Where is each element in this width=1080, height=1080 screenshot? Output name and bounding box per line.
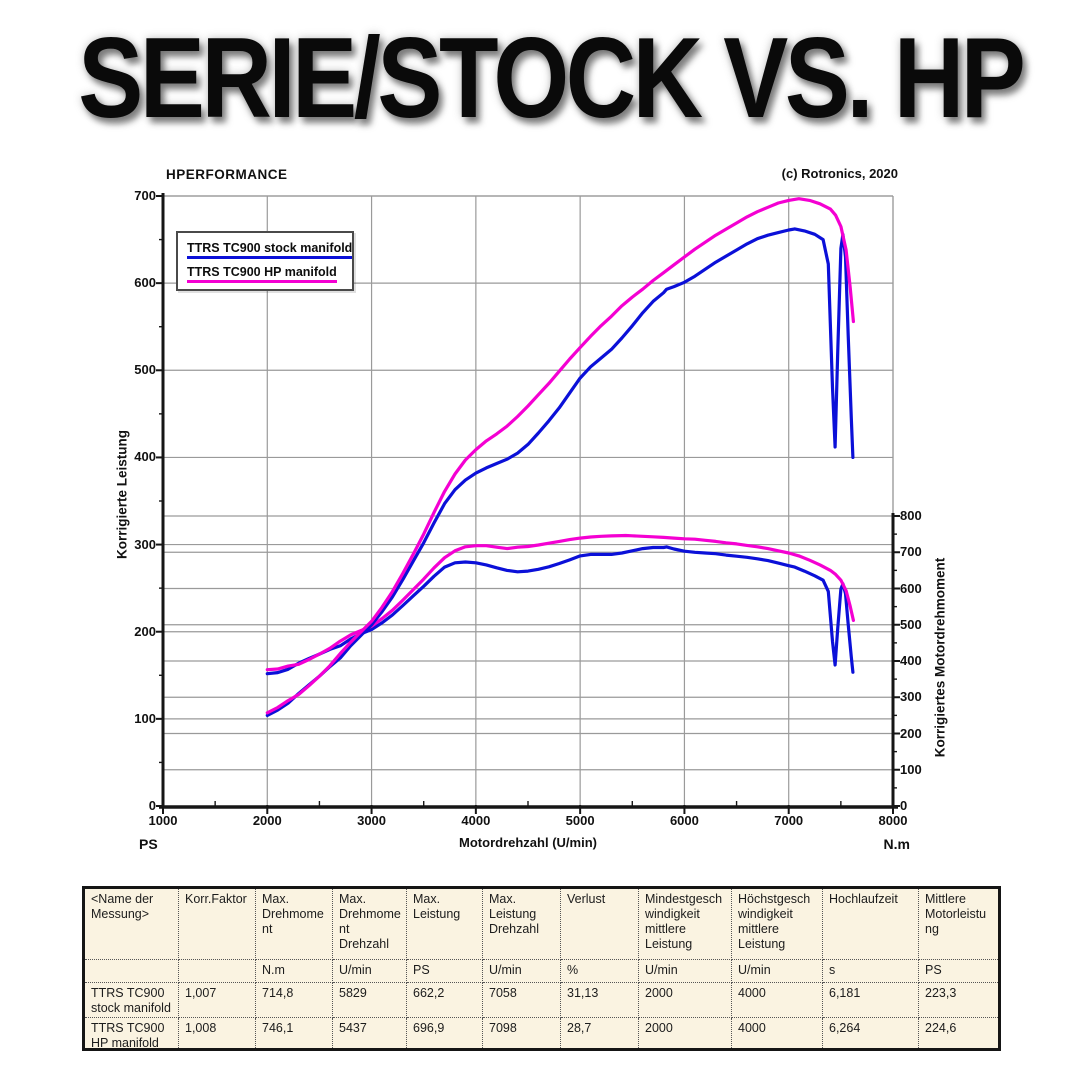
table-unit-cell: U/min [332, 959, 407, 983]
curve-torque-stock [265, 545, 855, 676]
curve-power-stock [265, 227, 855, 718]
table-header-row: <Name der Messung> Korr.Faktor Max. Drehmo… [83, 887, 1000, 960]
table-value-cell: 5437 [332, 1017, 407, 1050]
curve-torque-hp [265, 533, 856, 672]
y-left-tick-label: 200 [134, 623, 156, 639]
x-tick-label: 6000 [669, 813, 699, 828]
y-left-tick-label: 0 [148, 798, 156, 813]
y-right-tick-label: 600 [900, 580, 922, 596]
table-unit-cell [83, 959, 179, 983]
table-header-cell: Max. Drehmoment [255, 887, 333, 960]
table-row: TTRS TC900 HP manifold 1,008 746,1 5437 696,9… [83, 1017, 1000, 1050]
right-axis-unit: N.m [883, 836, 910, 852]
x-axis-title: Motordrehzahl (U/min) [459, 835, 597, 850]
table-unit-cell: PS [918, 959, 1000, 983]
chart-copyright: (c) Rotronics, 2020 [781, 166, 898, 181]
table-value-cell: 4000 [731, 982, 823, 1018]
table-header-cell: <Name der Messung> [83, 887, 179, 960]
table-value-cell: 7098 [482, 1017, 561, 1050]
table-unit-cell: U/min [731, 959, 823, 983]
table-value-cell: 28,7 [560, 1017, 639, 1050]
chart-watermark: HPERFORMANCE [166, 167, 288, 182]
table-header-cell: Max. Leistung [406, 887, 483, 960]
table-unit-cell: U/min [482, 959, 561, 983]
table-header-cell: Verlust [560, 887, 639, 960]
y-left-tick-label: 700 [134, 188, 156, 203]
y-right-tick-label: 0 [900, 798, 908, 813]
table-value-cell: 5829 [332, 982, 407, 1018]
x-tick-label: 8000 [878, 813, 908, 828]
table-value-cell: 1,007 [178, 982, 256, 1018]
chart-legend: TTRS TC900 stock manifold TTRS TC900 HP m… [176, 231, 354, 291]
y-left-tick-label: 500 [134, 362, 156, 378]
table-value-cell: 7058 [482, 982, 561, 1018]
table-value-cell: 746,1 [255, 1017, 333, 1050]
table-header-cell: Mindestgeschwindigkeit mittlere Leistung [638, 887, 732, 960]
table-value-cell: 1,008 [178, 1017, 256, 1050]
y-right-tick-label: 100 [900, 761, 922, 777]
y-right-tick-label: 700 [900, 544, 922, 560]
measurement-name-cell: TTRS TC900 stock manifold [83, 982, 179, 1018]
y-right-tick-label: 200 [900, 725, 922, 741]
table-value-cell: 6,181 [822, 982, 919, 1018]
table-units-row: N.m U/min PS U/min% U/min U/min s PS [83, 959, 1000, 983]
legend-item-stock: TTRS TC900 stock manifold [187, 239, 353, 259]
legend-item-hp: TTRS TC900 HP manifold [187, 263, 343, 283]
table-unit-cell: s [822, 959, 919, 983]
y-left-tick-label: 600 [134, 275, 156, 291]
x-tick-label: 7000 [774, 813, 804, 828]
table-value-cell: 4000 [731, 1017, 823, 1050]
results-table: <Name der Messung> Korr.Faktor Max. Drehmo… [82, 886, 1001, 1051]
table-header-cell: Höchstgeschwindigkeit mittlere Leistung [731, 887, 823, 960]
x-tick-label: 5000 [565, 813, 595, 828]
table-header-cell: Max. Leistung Drehzahl [482, 887, 561, 960]
table-value-cell: 662,2 [406, 982, 483, 1018]
table-value-cell: 31,13 [560, 982, 639, 1018]
curve-power-hp [265, 197, 856, 715]
table-unit-cell [178, 959, 256, 983]
table-value-cell: 714,8 [255, 982, 333, 1018]
table-unit-cell: U/min [638, 959, 732, 983]
y-right-tick-label: 300 [900, 689, 922, 705]
table-value-cell: 2000 [638, 982, 732, 1018]
x-tick-label: 2000 [252, 813, 282, 828]
y-axis-left-title: Korrigierte Leistung [114, 430, 130, 560]
table-value-cell: 223,3 [918, 982, 1000, 1018]
y-left-tick-label: 100 [134, 710, 156, 726]
table-header-cell: Max. Drehmoment Drehzahl [332, 887, 407, 960]
left-axis-unit: PS [139, 836, 158, 852]
x-tick-label: 3000 [357, 813, 387, 828]
table-header-cell: Mittlere Motorleistung [918, 887, 1000, 960]
legend-label: TTRS TC900 HP manifold [187, 265, 337, 283]
measurement-name-cell: TTRS TC900 HP manifold [83, 1017, 179, 1050]
x-tick-label: 1000 [148, 813, 178, 828]
legend-label: TTRS TC900 stock manifold [187, 241, 353, 259]
table-header-cell: Hochlaufzeit [822, 887, 919, 960]
table-unit-cell: % [560, 959, 639, 983]
table-value-cell: 696,9 [406, 1017, 483, 1050]
table-value-cell: 2000 [638, 1017, 732, 1050]
y-left-tick-label: 400 [134, 449, 156, 465]
y-right-tick-label: 400 [900, 653, 922, 668]
table-value-cell: 6,264 [822, 1017, 919, 1050]
x-tick-label: 4000 [461, 813, 491, 828]
y-left-tick-label: 300 [134, 536, 156, 552]
table-row: TTRS TC900 stock manifold 1,007 714,8 5829 66… [83, 982, 1000, 1018]
table-unit-cell: N.m [255, 959, 333, 983]
y-right-tick-label: 500 [900, 616, 922, 632]
page-title: SERIE/STOCK VS. HP [78, 15, 1026, 142]
y-right-tick-label: 800 [900, 508, 922, 523]
table-header-cell: Korr.Faktor [178, 887, 256, 960]
table-unit-cell: PS [406, 959, 483, 983]
table-value-cell: 224,6 [918, 1017, 1000, 1050]
